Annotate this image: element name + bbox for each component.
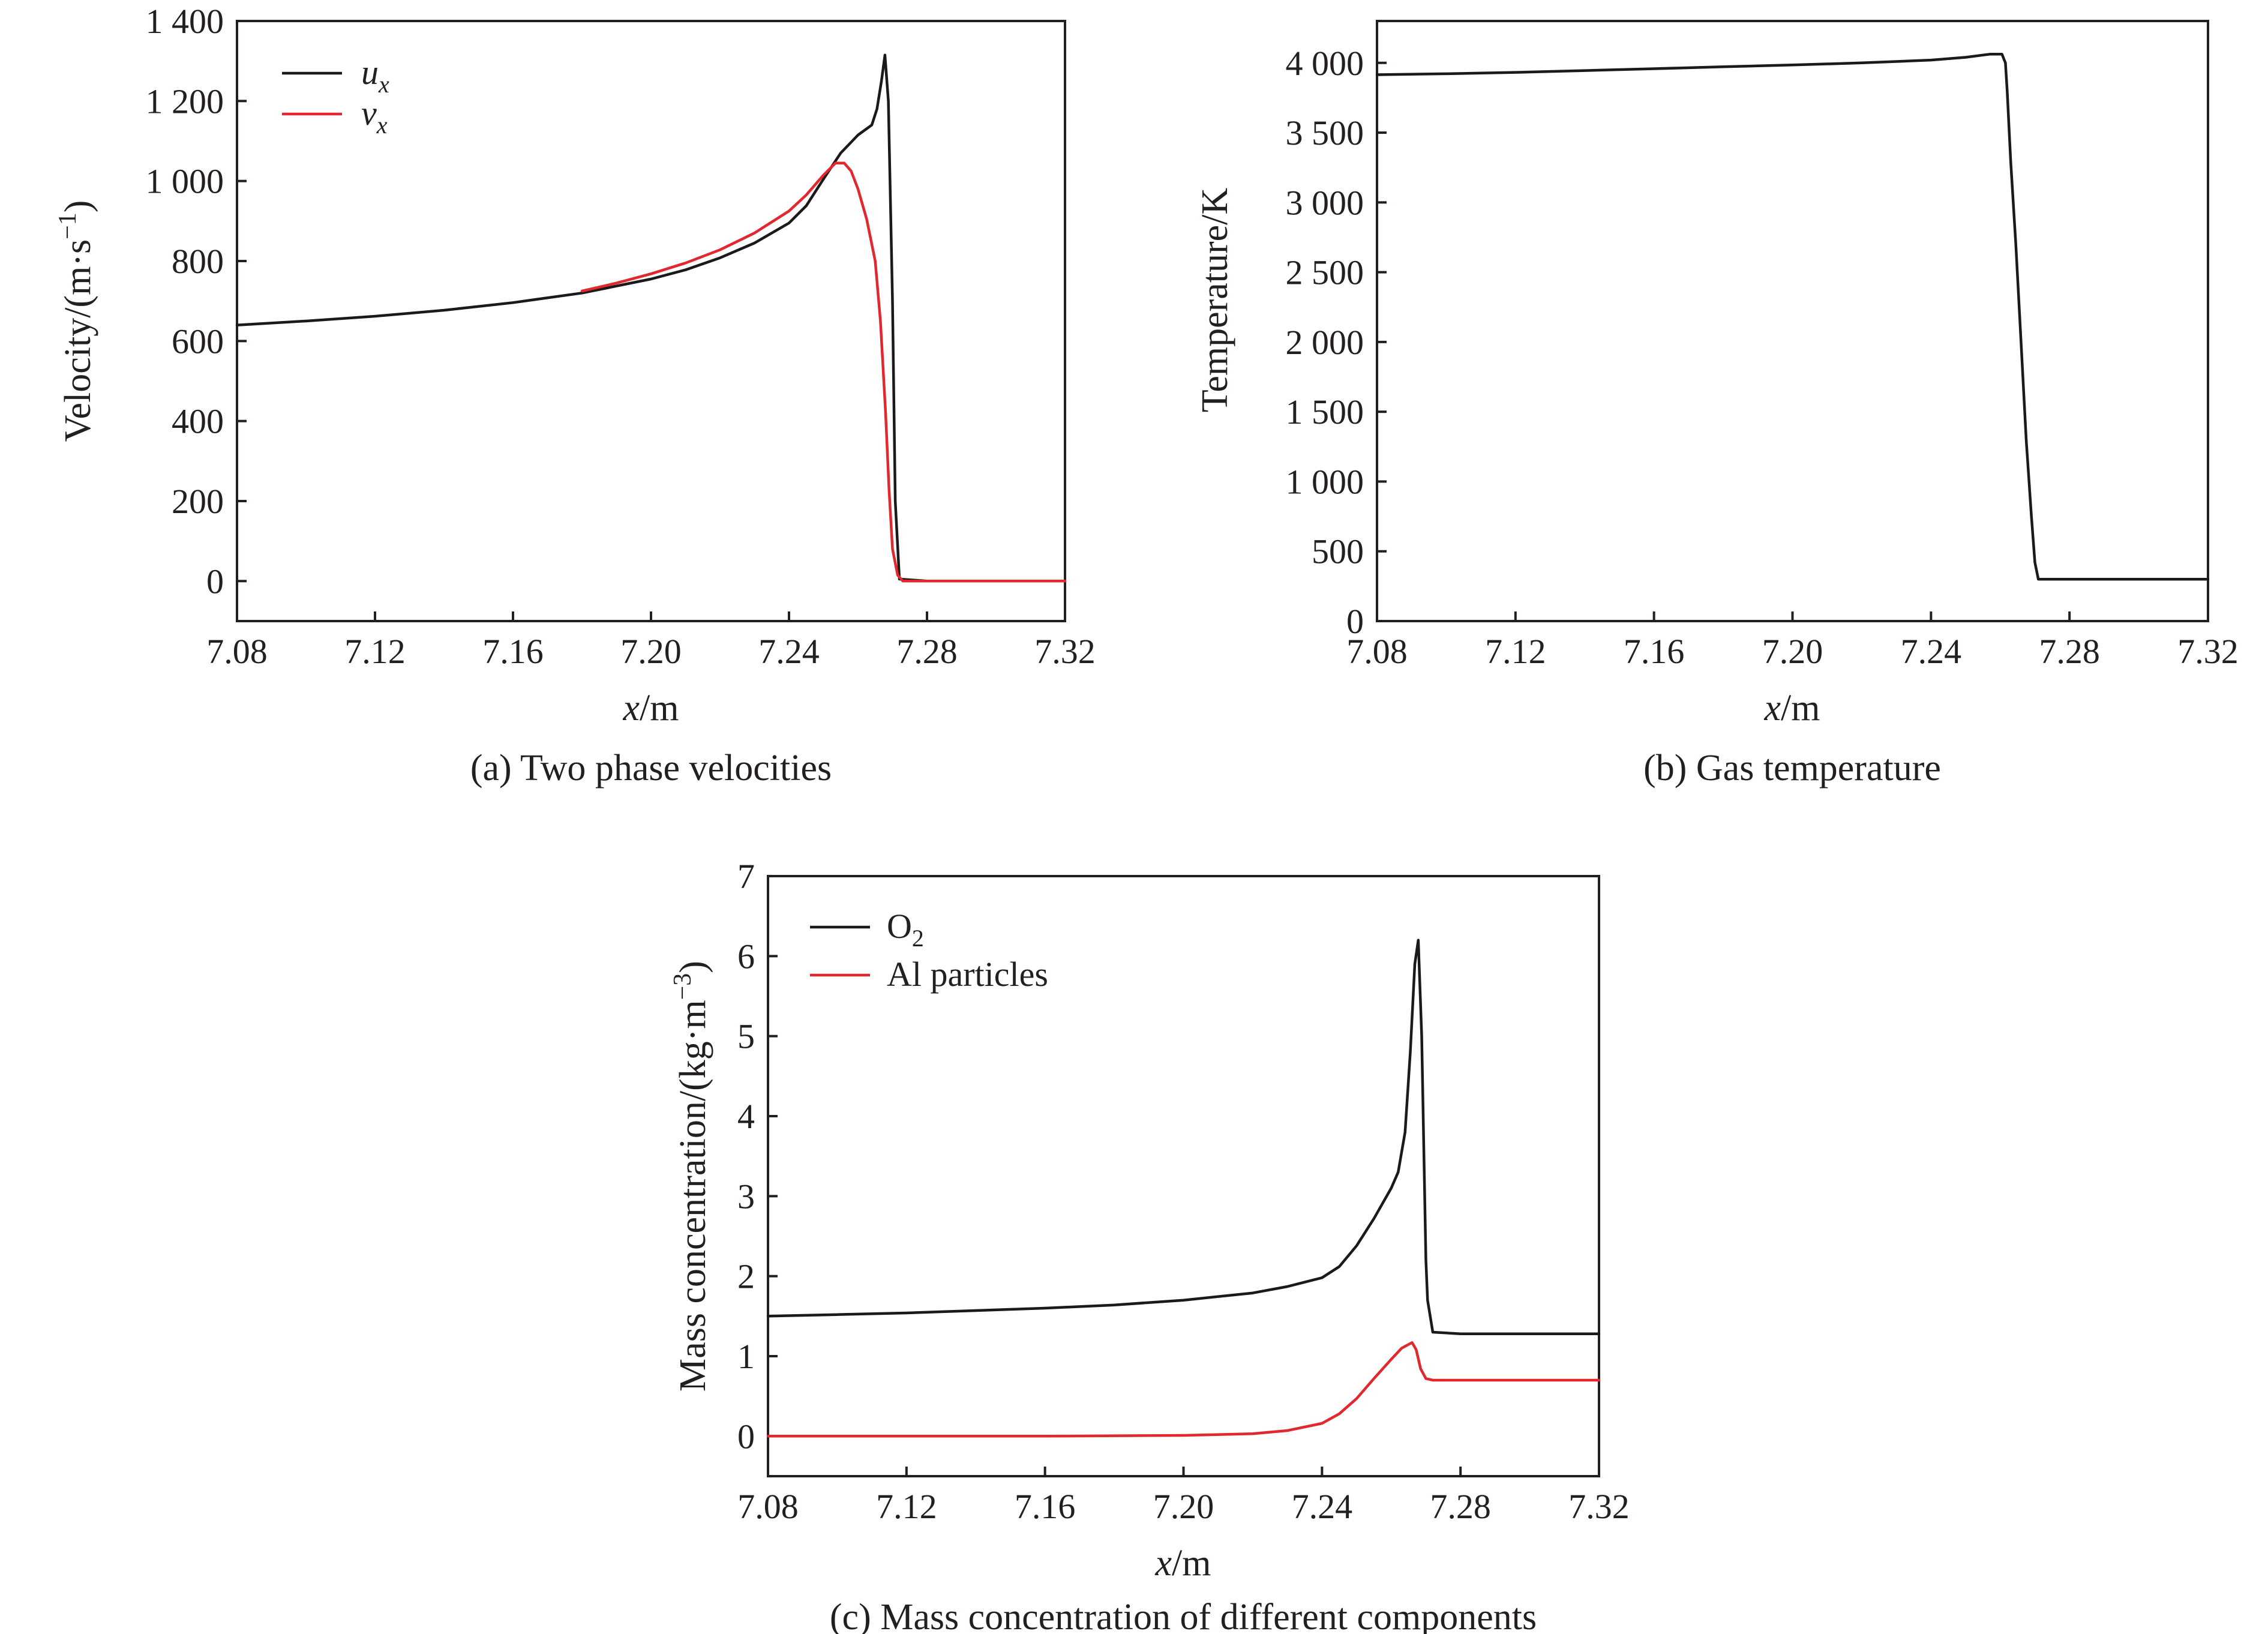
panel-c-legend: O2 Al particles (810, 907, 1048, 994)
panel-c-ytick-label: 0 (737, 1417, 755, 1456)
panel-c-xlabel: x/m (1155, 1543, 1211, 1584)
panel-b-ytick-label: 0 (1346, 602, 1364, 641)
panel-b-series (1375, 53, 2210, 581)
panel-b-ytick-label: 4 000 (1286, 44, 1364, 83)
panel-c-series-line-1 (766, 939, 1601, 1335)
panel-b-ytick-label: 3 500 (1286, 113, 1364, 152)
panel-b-xlabel: x/m (1764, 688, 1820, 728)
panel-a-series-line-2 (580, 161, 1067, 583)
panel-b-xtick-label: 7.32 (2177, 632, 2239, 671)
panel-c-ytick-label: 4 (737, 1097, 755, 1136)
panel-b-ytick-label: 2 000 (1286, 323, 1364, 362)
panel-b-xtick-label: 7.16 (1624, 632, 1685, 671)
panel-a-ytick-label: 800 (172, 242, 224, 281)
panel-c-ticks: 7.08 7.12 7.16 7.20 7.24 7.28 7.32 0 1 2 3 4 5 6 7 (737, 857, 1630, 1526)
panel-b-xtick-label: 7.24 (1901, 632, 1962, 671)
panel-a-xtick-label: 7.08 (206, 632, 268, 671)
panel-b-ticks: 7.08 7.12 7.16 7.20 7.24 7.28 7.32 0 500 1 000 1 5… (1286, 44, 2239, 671)
panel-a-ytick-label: 1 200 (146, 82, 224, 121)
panel-c-xtick-label: 7.32 (1568, 1487, 1630, 1526)
panel-a-ytick-label: 1 000 (146, 162, 224, 201)
panel-a-ytick-label: 1 400 (146, 2, 224, 41)
panel-a-xtick-label: 7.20 (620, 632, 682, 671)
panel-b-ytick-label: 2 500 (1286, 253, 1364, 292)
panel-b-ytick-label: 3 000 (1286, 183, 1364, 222)
panel-b-plot-frame (1376, 20, 2209, 622)
panel-c-ytick-label: 2 (737, 1257, 755, 1296)
panel-b-caption: (b) Gas temperature (1643, 748, 1941, 788)
panel-b-series-line-1 (1375, 53, 2210, 581)
panel-b: 7.08 7.12 7.16 7.20 7.24 7.28 7.32 0 500 1 000 1 5… (1195, 20, 2239, 788)
panel-b-ytick-label: 1 500 (1286, 392, 1364, 431)
panel-c-xtick-label: 7.12 (876, 1487, 937, 1526)
panel-c-caption: (c) Mass concentration of different comp… (830, 1597, 1537, 1634)
panel-a-series (235, 53, 1067, 583)
panel-c-ytick-label: 6 (737, 937, 755, 976)
panel-c-ytick-label: 3 (737, 1177, 755, 1216)
panel-c-ytick-label: 5 (737, 1017, 755, 1056)
panel-c-xtick-label: 7.20 (1153, 1487, 1214, 1526)
panel-a-ytick-label: 200 (172, 482, 224, 521)
panel-c-series-line-2 (766, 1341, 1601, 1438)
panel-c-ylabel: Mass concentration/(kg·m−3) (669, 961, 713, 1392)
panel-b-xtick-label: 7.28 (2039, 632, 2100, 671)
legend-label-vx: vx (361, 94, 388, 139)
panel-b-xtick-label: 7.08 (1346, 632, 1408, 671)
panel-a-series-line-1 (235, 53, 1067, 583)
panel-a-legend: ux vx (282, 53, 389, 139)
panel-c-xtick-label: 7.24 (1292, 1487, 1353, 1526)
panel-a-caption: (a) Two phase velocities (470, 748, 832, 788)
panel-a-xtick-label: 7.16 (482, 632, 544, 671)
panel-a-ticks: 7.08 7.12 7.16 7.20 7.24 7.28 7.32 0 200 400 600 80… (146, 2, 1096, 671)
panel-a-xtick-label: 7.32 (1034, 632, 1096, 671)
panel-b-ytick-label: 500 (1312, 532, 1364, 571)
legend-label-o2: O2 (887, 907, 924, 952)
panel-a-ytick-label: 600 (172, 322, 224, 361)
panel-a-ylabel: Velocity/(m·s−1) (54, 200, 98, 442)
panel-c-series (766, 939, 1601, 1438)
panel-a-ytick-label: 0 (206, 562, 224, 601)
panel-a-xlabel: x/m (623, 688, 679, 728)
panel-a-xtick-label: 7.28 (896, 632, 958, 671)
panel-c-ytick-label: 1 (737, 1337, 755, 1376)
panel-a-ytick-label: 400 (172, 402, 224, 441)
panel-b-ytick-label: 1 000 (1286, 462, 1364, 501)
panel-b-xtick-label: 7.12 (1485, 632, 1546, 671)
panel-a: 7.08 7.12 7.16 7.20 7.24 7.28 7.32 0 200 400 600 80… (54, 2, 1096, 788)
panel-c-xtick-label: 7.08 (737, 1487, 799, 1526)
legend-label-al: Al particles (887, 955, 1048, 994)
panel-a-xtick-label: 7.12 (344, 632, 406, 671)
panel-b-xtick-label: 7.20 (1762, 632, 1823, 671)
panel-a-xtick-label: 7.24 (758, 632, 820, 671)
panel-c-xtick-label: 7.28 (1430, 1487, 1491, 1526)
panel-c-xtick-label: 7.16 (1015, 1487, 1076, 1526)
panel-c: 7.08 7.12 7.16 7.20 7.24 7.28 7.32 0 1 2 3 4 5 6 7 O2 … (669, 857, 1630, 1634)
panel-c-ytick-label: 7 (737, 857, 755, 896)
panel-b-ylabel: Temperature/K (1195, 188, 1235, 413)
legend-label-ux: ux (361, 53, 389, 98)
